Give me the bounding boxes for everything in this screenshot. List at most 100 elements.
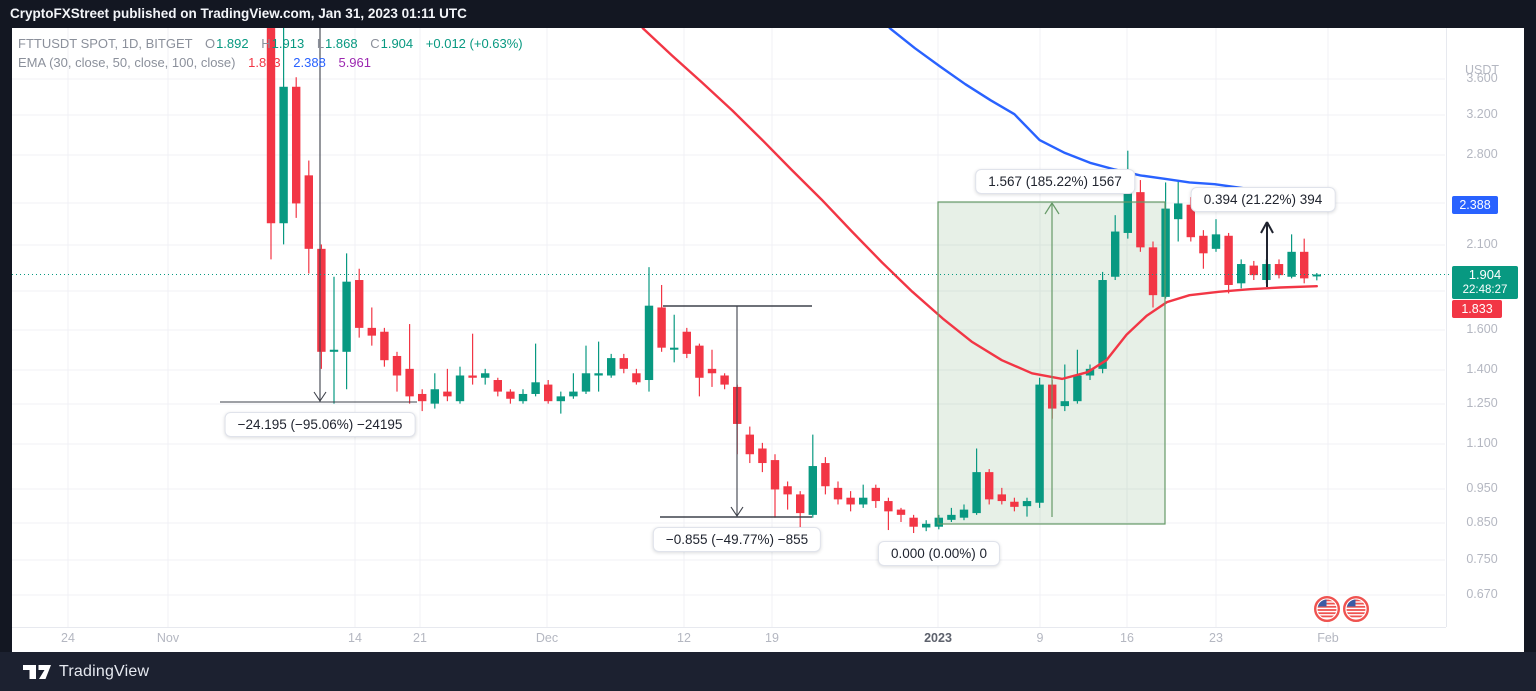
candle-body xyxy=(657,307,666,348)
candle-body xyxy=(720,375,729,385)
time-tick-Feb: Feb xyxy=(1317,631,1339,645)
candle-body xyxy=(1186,204,1195,238)
candle-body xyxy=(1237,264,1246,284)
candle-body xyxy=(506,391,515,399)
price-axis[interactable]: USDT 3.600 3.200 2.800 2.100 1.600 1.400 1.250… xyxy=(1446,28,1524,627)
measure-label-up394[interactable]: 0.394 (21.22%) 394 xyxy=(1190,187,1336,212)
candle-body xyxy=(745,434,754,455)
candle-body xyxy=(443,391,452,397)
candle-body xyxy=(644,305,654,381)
price-tick-1.600: 1.600 xyxy=(1466,322,1498,336)
chart-legend[interactable]: FTTUSDT SPOT, 1D, BITGET O1.892 H1.913 L… xyxy=(18,36,523,70)
time-tick-21: 21 xyxy=(413,631,427,645)
candle-body xyxy=(1249,265,1258,276)
high-label: H xyxy=(261,36,271,51)
candle-body xyxy=(418,393,427,402)
candle-body xyxy=(1010,501,1019,507)
time-tick-23: 23 xyxy=(1209,631,1223,645)
candle-body xyxy=(1287,251,1296,277)
ema100-value: 5.961 xyxy=(338,55,372,70)
time-tick-19: 19 xyxy=(765,631,779,645)
measure-label-zero[interactable]: 0.000 (0.00%) 0 xyxy=(877,541,1001,566)
candle-body xyxy=(1199,235,1208,254)
price-tick-1.400: 1.400 xyxy=(1466,362,1498,376)
candle-body xyxy=(329,349,339,352)
candle-body xyxy=(1312,274,1321,277)
candle-body xyxy=(1098,280,1107,369)
candle-body xyxy=(531,382,540,394)
candle-body xyxy=(581,373,591,392)
ema50-price-badge: 2.388 xyxy=(1452,196,1498,214)
candle-body xyxy=(1161,208,1170,297)
measure-label-drop2[interactable]: −0.855 (−49.77%) −855 xyxy=(652,527,822,552)
candle-body xyxy=(1174,203,1183,220)
candle-body xyxy=(355,280,364,328)
open-value: 1.892 xyxy=(216,36,249,51)
ema-indicator-label[interactable]: EMA (30, close, 50, close, 100, close) xyxy=(18,55,236,70)
ema-legend-row[interactable]: EMA (30, close, 50, close, 100, close) 1… xyxy=(18,55,523,70)
ema50-value: 2.388 xyxy=(293,55,326,70)
time-tick-16: 16 xyxy=(1120,631,1134,645)
candle-body xyxy=(607,358,616,376)
us-flag-event-icon xyxy=(1313,596,1340,623)
candle-body xyxy=(1123,184,1132,233)
tradingview-brand[interactable]: TradingView xyxy=(23,663,149,681)
candle-body xyxy=(544,384,553,402)
price-tick-0.850: 0.850 xyxy=(1466,515,1498,529)
candle-body xyxy=(670,347,679,350)
candle-body xyxy=(493,380,502,392)
candle-body xyxy=(292,86,301,204)
price-tick-3.600: 3.600 xyxy=(1466,71,1498,85)
price-tick-1.100: 1.100 xyxy=(1466,436,1498,450)
candle-body xyxy=(317,248,326,352)
candle-body xyxy=(468,375,477,378)
candle-body xyxy=(1022,501,1032,507)
candle-body xyxy=(518,393,528,402)
candle-body xyxy=(367,327,376,336)
candle-body xyxy=(556,396,565,402)
candle-body xyxy=(455,375,465,402)
ema30-value: 1.833 xyxy=(248,55,281,70)
candle-body xyxy=(1136,192,1145,248)
candle-body xyxy=(392,355,402,376)
candle-body xyxy=(934,517,943,527)
time-tick-14: 14 xyxy=(348,631,362,645)
candle-body xyxy=(1111,231,1120,277)
candle-body xyxy=(972,472,981,514)
time-axis-separator xyxy=(12,627,1446,628)
price-tick-0.670: 0.670 xyxy=(1466,587,1498,601)
candle-body xyxy=(896,509,906,515)
candle-body xyxy=(859,497,868,505)
price-tick-3.200: 3.200 xyxy=(1466,107,1498,121)
symbol-title[interactable]: FTTUSDT SPOT, 1D, BITGET xyxy=(18,36,193,51)
price-tick-2.100: 2.100 xyxy=(1466,237,1498,251)
ema30-price-badge: 1.833 xyxy=(1452,300,1502,318)
ema-line-30 xyxy=(641,28,1318,381)
open-label: O xyxy=(204,36,216,51)
candle-body xyxy=(632,373,641,383)
time-axis[interactable]: 24 Nov 14 21 Dec 12 19 2023 9 16 23 Feb xyxy=(12,627,1446,652)
candle-body xyxy=(695,345,704,378)
candle-body xyxy=(758,448,767,464)
symbol-legend-row[interactable]: FTTUSDT SPOT, 1D, BITGET O1.892 H1.913 L… xyxy=(18,36,523,51)
time-tick-9: 9 xyxy=(1036,631,1044,645)
candle-body xyxy=(1073,375,1082,402)
candle-body xyxy=(1300,251,1309,279)
last-price-value: 1.904 xyxy=(1468,267,1502,282)
candle-body xyxy=(279,86,288,224)
measure-label-rally[interactable]: 1.567 (185.22%) 1567 xyxy=(975,169,1135,194)
measure-drop2 xyxy=(660,305,812,518)
price-axis-unit: USDT xyxy=(1464,63,1500,77)
change-value: +0.012 (+0.63%) xyxy=(425,36,523,51)
candle-body xyxy=(1224,235,1233,285)
candle-body xyxy=(985,472,994,500)
time-tick-Nov: Nov xyxy=(156,631,180,645)
candle-body xyxy=(682,331,691,354)
candle-body xyxy=(909,517,918,527)
projection-up-arrow xyxy=(1260,221,1274,287)
tradingview-logo-icon xyxy=(23,665,51,679)
candle-body xyxy=(770,460,780,490)
measure-label-drop1[interactable]: −24.195 (−95.06%) −24195 xyxy=(224,412,416,437)
